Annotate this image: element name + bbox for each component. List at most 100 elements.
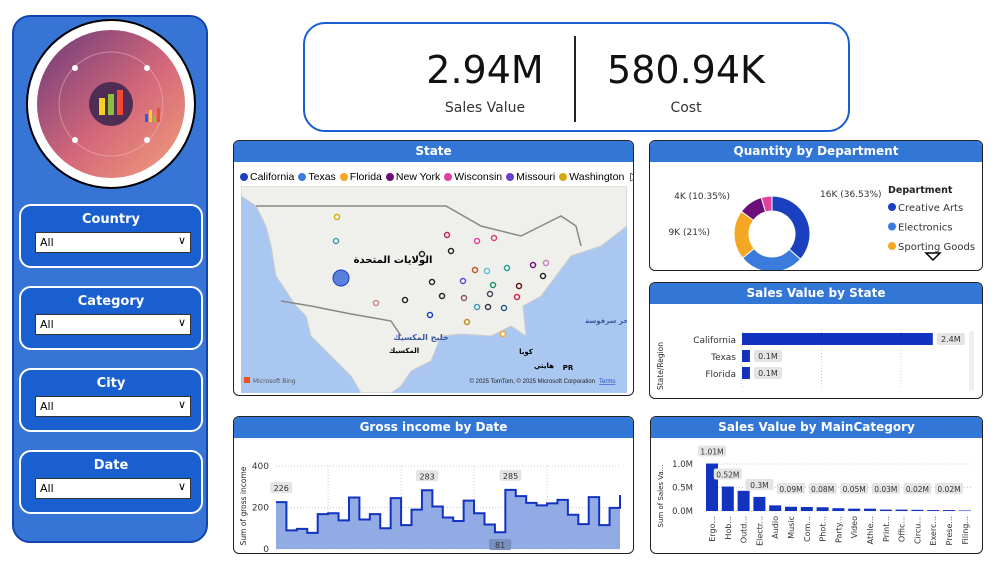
map-point[interactable] <box>428 278 436 286</box>
map-point[interactable] <box>463 318 471 326</box>
map-point[interactable] <box>438 292 446 300</box>
bar[interactable] <box>879 509 892 511</box>
legend-item[interactable]: Florida <box>339 170 382 183</box>
map-point[interactable] <box>447 247 455 255</box>
map-point[interactable] <box>460 294 468 302</box>
map-point[interactable] <box>500 304 508 312</box>
legend-item[interactable]: Washington <box>559 171 624 183</box>
map-point[interactable] <box>484 303 492 311</box>
bar[interactable] <box>742 367 750 379</box>
map-point[interactable] <box>483 267 491 275</box>
legend-item[interactable]: Texas <box>298 171 336 183</box>
category-label: Circu... <box>913 516 922 544</box>
legend-scroll-down-icon[interactable] <box>924 252 942 262</box>
data-label: 1.01M <box>700 448 723 457</box>
bar[interactable] <box>800 507 813 511</box>
legend-label[interactable]: Creative Arts <box>898 203 963 214</box>
legend-item[interactable]: Wisconsin <box>444 171 502 183</box>
map-point[interactable] <box>426 311 434 319</box>
slicer-dropdown[interactable]: All ∨ <box>35 396 191 417</box>
map-point[interactable] <box>542 259 550 267</box>
map-point[interactable] <box>529 261 537 269</box>
map-point[interactable] <box>473 237 481 245</box>
slicer-dropdown[interactable]: All ∨ <box>35 232 191 253</box>
donut-slice[interactable] <box>771 195 811 260</box>
data-label: 0.1M <box>758 369 778 378</box>
bar[interactable] <box>742 350 750 362</box>
bar[interactable] <box>911 509 924 511</box>
legend-label: Wisconsin <box>454 170 503 183</box>
map-point[interactable] <box>372 299 380 307</box>
legend-item[interactable]: California <box>240 171 294 183</box>
category-label: Audio <box>771 516 780 539</box>
bar[interactable] <box>742 333 933 345</box>
map-point[interactable] <box>515 282 523 290</box>
map-point[interactable] <box>499 330 507 338</box>
legend-next-arrow-icon[interactable]: ▷ <box>630 170 633 183</box>
bar[interactable] <box>864 508 876 511</box>
legend-dot-icon <box>506 172 515 181</box>
bar[interactable] <box>943 510 955 511</box>
map-point[interactable] <box>471 266 479 274</box>
area-line[interactable] <box>276 488 621 534</box>
slicer-dropdown[interactable]: All ∨ <box>35 478 191 499</box>
legend-label: Missouri <box>516 170 556 183</box>
bar[interactable] <box>785 506 797 511</box>
category-label: Ergo... <box>708 516 717 542</box>
category-label: Video <box>850 516 859 539</box>
legend-label[interactable]: Electronics <box>898 223 953 234</box>
donut-slice[interactable] <box>760 195 773 213</box>
bar[interactable] <box>769 505 782 511</box>
scrollbar[interactable] <box>969 331 974 391</box>
data-label-bg <box>753 350 782 362</box>
slicer-dropdown[interactable]: All ∨ <box>35 314 191 335</box>
legend-label[interactable]: Sporting Goods <box>898 242 975 253</box>
donut-slice[interactable] <box>741 247 802 271</box>
map-point[interactable] <box>486 290 494 298</box>
bar[interactable] <box>848 508 861 511</box>
selected-value: All <box>40 482 54 495</box>
map-point[interactable] <box>418 250 426 258</box>
map-point-california[interactable] <box>332 269 350 287</box>
slice-label: 9K (21%) <box>668 228 710 238</box>
bar[interactable] <box>737 490 750 511</box>
terms-link[interactable]: Terms <box>599 379 615 385</box>
legend-dot-icon <box>339 172 348 181</box>
bar[interactable] <box>753 496 766 511</box>
map[interactable]: الولايات المتحدة خليج المكسيك المكسيك كوباه… <box>241 186 627 393</box>
bar[interactable] <box>832 508 845 511</box>
legend-item[interactable]: Missouri <box>506 171 555 183</box>
map-legend: California Texas Florida New York Wisconsin M… <box>234 162 633 186</box>
legend-label: Florida <box>349 170 382 183</box>
map-point[interactable] <box>473 303 481 311</box>
selected-value: All <box>40 318 54 331</box>
map-point[interactable] <box>459 277 467 285</box>
map-point[interactable] <box>443 231 451 239</box>
logo <box>26 19 196 189</box>
map-point[interactable] <box>401 296 409 304</box>
bar[interactable] <box>816 507 829 511</box>
map-point[interactable] <box>539 272 547 280</box>
slice-label: 4K (10.35%) <box>674 192 730 202</box>
data-label-bg <box>777 483 805 494</box>
bar[interactable] <box>895 509 908 511</box>
bar[interactable] <box>721 486 734 511</box>
map-point[interactable] <box>503 264 511 272</box>
map-point[interactable] <box>513 293 521 301</box>
category-label: Texas <box>710 353 736 363</box>
data-label: 0.03M <box>874 485 897 494</box>
data-label: 0.52M <box>716 471 739 480</box>
state-map-panel: State California Texas Florida New York Wisc… <box>233 140 634 396</box>
map-point[interactable] <box>489 281 497 289</box>
bar[interactable] <box>958 510 971 511</box>
bar[interactable] <box>927 510 940 511</box>
data-label: 0.3M <box>750 481 768 490</box>
map-point[interactable] <box>490 234 498 242</box>
legend-item[interactable]: New York <box>385 171 440 183</box>
map-point[interactable] <box>332 237 340 245</box>
data-label-bg <box>698 445 726 457</box>
map-point[interactable] <box>333 213 341 221</box>
category-label: Com... <box>803 516 812 542</box>
category-label: Filing... <box>961 516 970 544</box>
